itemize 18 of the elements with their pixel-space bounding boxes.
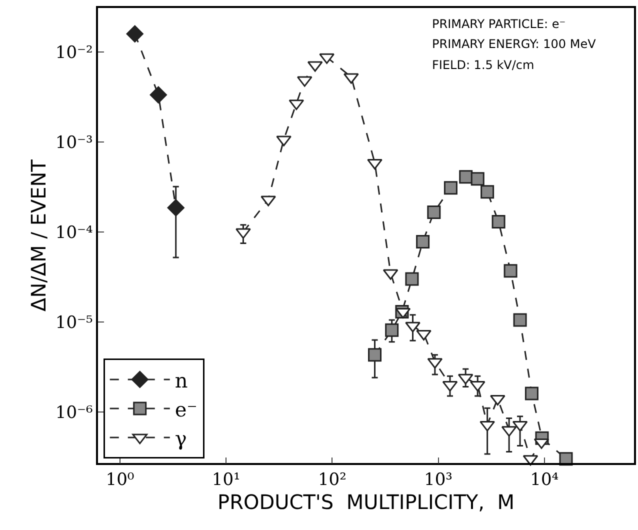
- x-tick-label: 10⁰: [106, 470, 134, 490]
- y-tick-label: 10⁻³: [55, 133, 93, 154]
- legend-label: e⁻: [174, 397, 198, 422]
- y-axis-title: ΔN/ΔM / EVENT: [26, 158, 50, 312]
- legend-label: n: [174, 368, 188, 392]
- y-tick-label: 10⁻⁴: [55, 222, 94, 243]
- y-tick-label: 10⁻⁶: [55, 402, 94, 423]
- x-axis-title: PRODUCT'S MULTIPLICITY, M: [218, 490, 514, 514]
- annotation: PRIMARY PARTICLE: e⁻: [432, 17, 566, 31]
- x-tick-label: 10⁴: [530, 470, 559, 490]
- annotation: PRIMARY ENERGY: 100 MeV: [432, 37, 597, 51]
- legend-label: γ: [174, 426, 187, 450]
- x-tick-label: 10³: [424, 470, 452, 490]
- y-tick-label: 10⁻²: [55, 43, 93, 64]
- x-tick-label: 10¹: [212, 470, 240, 490]
- x-tick-label: 10²: [318, 470, 346, 490]
- annotation: FIELD: 1.5 kV/cm: [432, 58, 534, 72]
- y-tick-label: 10⁻⁵: [55, 312, 94, 333]
